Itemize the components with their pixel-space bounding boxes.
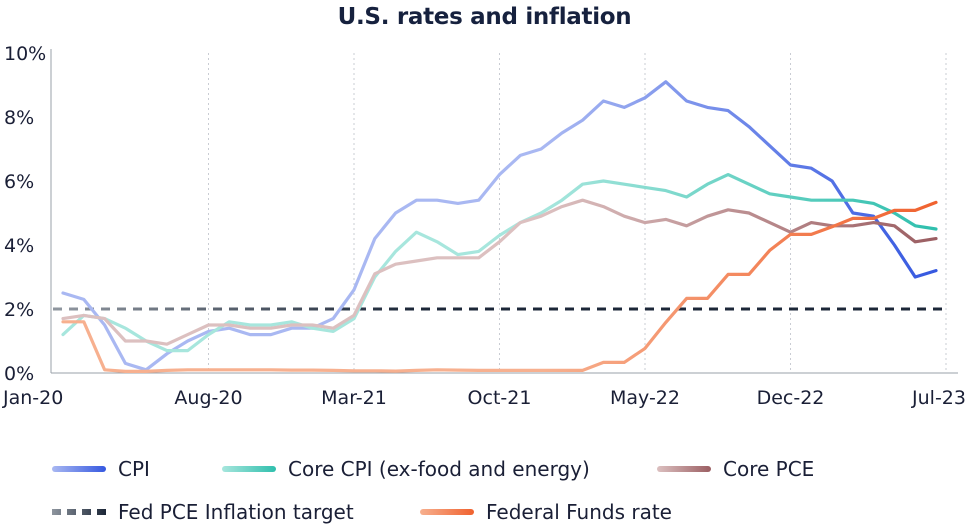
series-line-cpi bbox=[61, 80, 938, 372]
series-line-core-pce bbox=[61, 198, 938, 346]
legend-swatch-core-pce bbox=[657, 466, 711, 472]
legend-item-cpi: CPI bbox=[52, 457, 150, 481]
line-chart: 0% 2% 4% 6% 8% 10% Jan-20 Aug-20 Mar-21 Oct-21 May… bbox=[2, 43, 966, 409]
y-tick-label-0: 0% bbox=[4, 363, 34, 385]
legend-swatch-fed-target bbox=[52, 509, 106, 515]
legend-item-core-pce: Core PCE bbox=[657, 457, 814, 481]
series-layer bbox=[53, 80, 948, 373]
legend-item-fed-target: Fed PCE Inflation target bbox=[52, 500, 354, 524]
label-layer: 0% 2% 4% 6% 8% 10% Jan-20 Aug-20 Mar-21 Oct-21 May… bbox=[2, 43, 966, 409]
y-tick-label-2: 2% bbox=[4, 299, 34, 321]
legend-item-core-cpi: Core CPI (ex-food and energy) bbox=[222, 457, 590, 481]
x-tick-label-dec-22: Dec-22 bbox=[757, 387, 825, 409]
legend-item-fed-funds: Federal Funds rate bbox=[420, 500, 672, 524]
chart-title: U.S. rates and inflation bbox=[337, 4, 632, 30]
x-tick-label-jul-23: Jul-23 bbox=[911, 387, 966, 409]
legend-label-fed-target: Fed PCE Inflation target bbox=[118, 500, 354, 524]
legend-swatch-core-cpi bbox=[222, 466, 276, 472]
axis-layer bbox=[50, 49, 958, 374]
legend-label-cpi: CPI bbox=[118, 457, 150, 481]
y-tick-label-4: 4% bbox=[4, 235, 34, 257]
y-tick-label-8: 8% bbox=[4, 107, 34, 129]
legend-label-core-cpi: Core CPI (ex-food and energy) bbox=[288, 457, 590, 481]
x-tick-label-may-22: May-22 bbox=[610, 387, 680, 409]
y-tick-label-10: 10% bbox=[4, 43, 46, 65]
x-tick-label-mar-21: Mar-21 bbox=[321, 387, 387, 409]
x-tick-label-oct-21: Oct-21 bbox=[468, 387, 532, 409]
x-tick-label-aug-20: Aug-20 bbox=[174, 387, 242, 409]
legend-label-core-pce: Core PCE bbox=[723, 457, 815, 481]
series-line-core-cpi-ex-food-and-energy bbox=[61, 173, 938, 353]
legend-label-fed-funds: Federal Funds rate bbox=[486, 500, 672, 524]
y-tick-label-6: 6% bbox=[4, 171, 34, 193]
x-tick-label-jan-20: Jan-20 bbox=[2, 387, 63, 409]
legend-swatch-cpi bbox=[52, 466, 106, 472]
series-line-federal-funds-rate bbox=[61, 200, 938, 373]
legend-swatch-fed-funds bbox=[420, 509, 474, 515]
